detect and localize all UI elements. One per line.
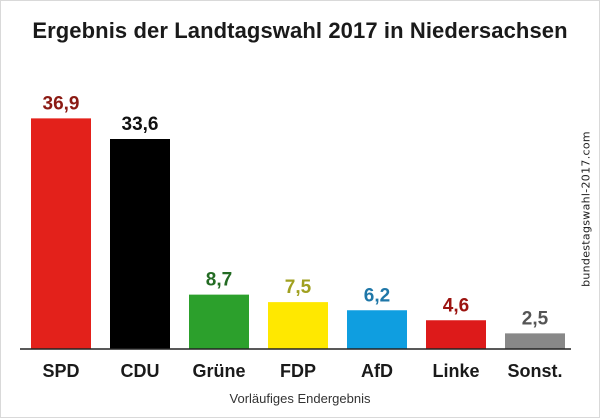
bar-group xyxy=(31,118,565,349)
value-label-afd: 6,2 xyxy=(364,285,390,306)
bar-fdp xyxy=(268,302,328,349)
bar-linke xyxy=(426,320,486,349)
category-label-cdu: CDU xyxy=(121,361,160,381)
value-label-spd: 36,9 xyxy=(43,93,80,114)
category-label-afd: AfD xyxy=(361,361,393,381)
category-label-gr-ne: Grüne xyxy=(192,361,245,381)
category-label-linke: Linke xyxy=(432,361,479,381)
value-label-sonst: 2,5 xyxy=(522,308,549,329)
chart-subtitle: Vorläufiges Endergebnis xyxy=(229,391,371,406)
value-label-cdu: 33,6 xyxy=(122,114,159,135)
category-label-fdp: FDP xyxy=(280,361,316,381)
category-label-sonst: Sonst. xyxy=(507,361,562,381)
bar-spd xyxy=(31,118,91,349)
bar-afd xyxy=(347,310,407,349)
chart-title: Ergebnis der Landtagswahl 2017 in Nieder… xyxy=(32,18,568,43)
value-label-gr-ne: 8,7 xyxy=(206,270,232,291)
value-label-linke: 4,6 xyxy=(443,295,469,316)
bar-gr-ne xyxy=(189,294,249,349)
category-label-spd: SPD xyxy=(42,361,79,381)
value-label-group: 36,9 33,6 8,7 7,5 6,2 4,6 2,5 xyxy=(43,93,549,329)
category-label-group: SPD CDU Grüne FDP AfD Linke Sonst. xyxy=(42,361,562,381)
source-credit: bundestagswahl-2017.com xyxy=(579,131,593,287)
value-label-fdp: 7,5 xyxy=(285,277,312,298)
bar-sonst xyxy=(505,333,565,349)
bar-cdu xyxy=(110,139,170,349)
